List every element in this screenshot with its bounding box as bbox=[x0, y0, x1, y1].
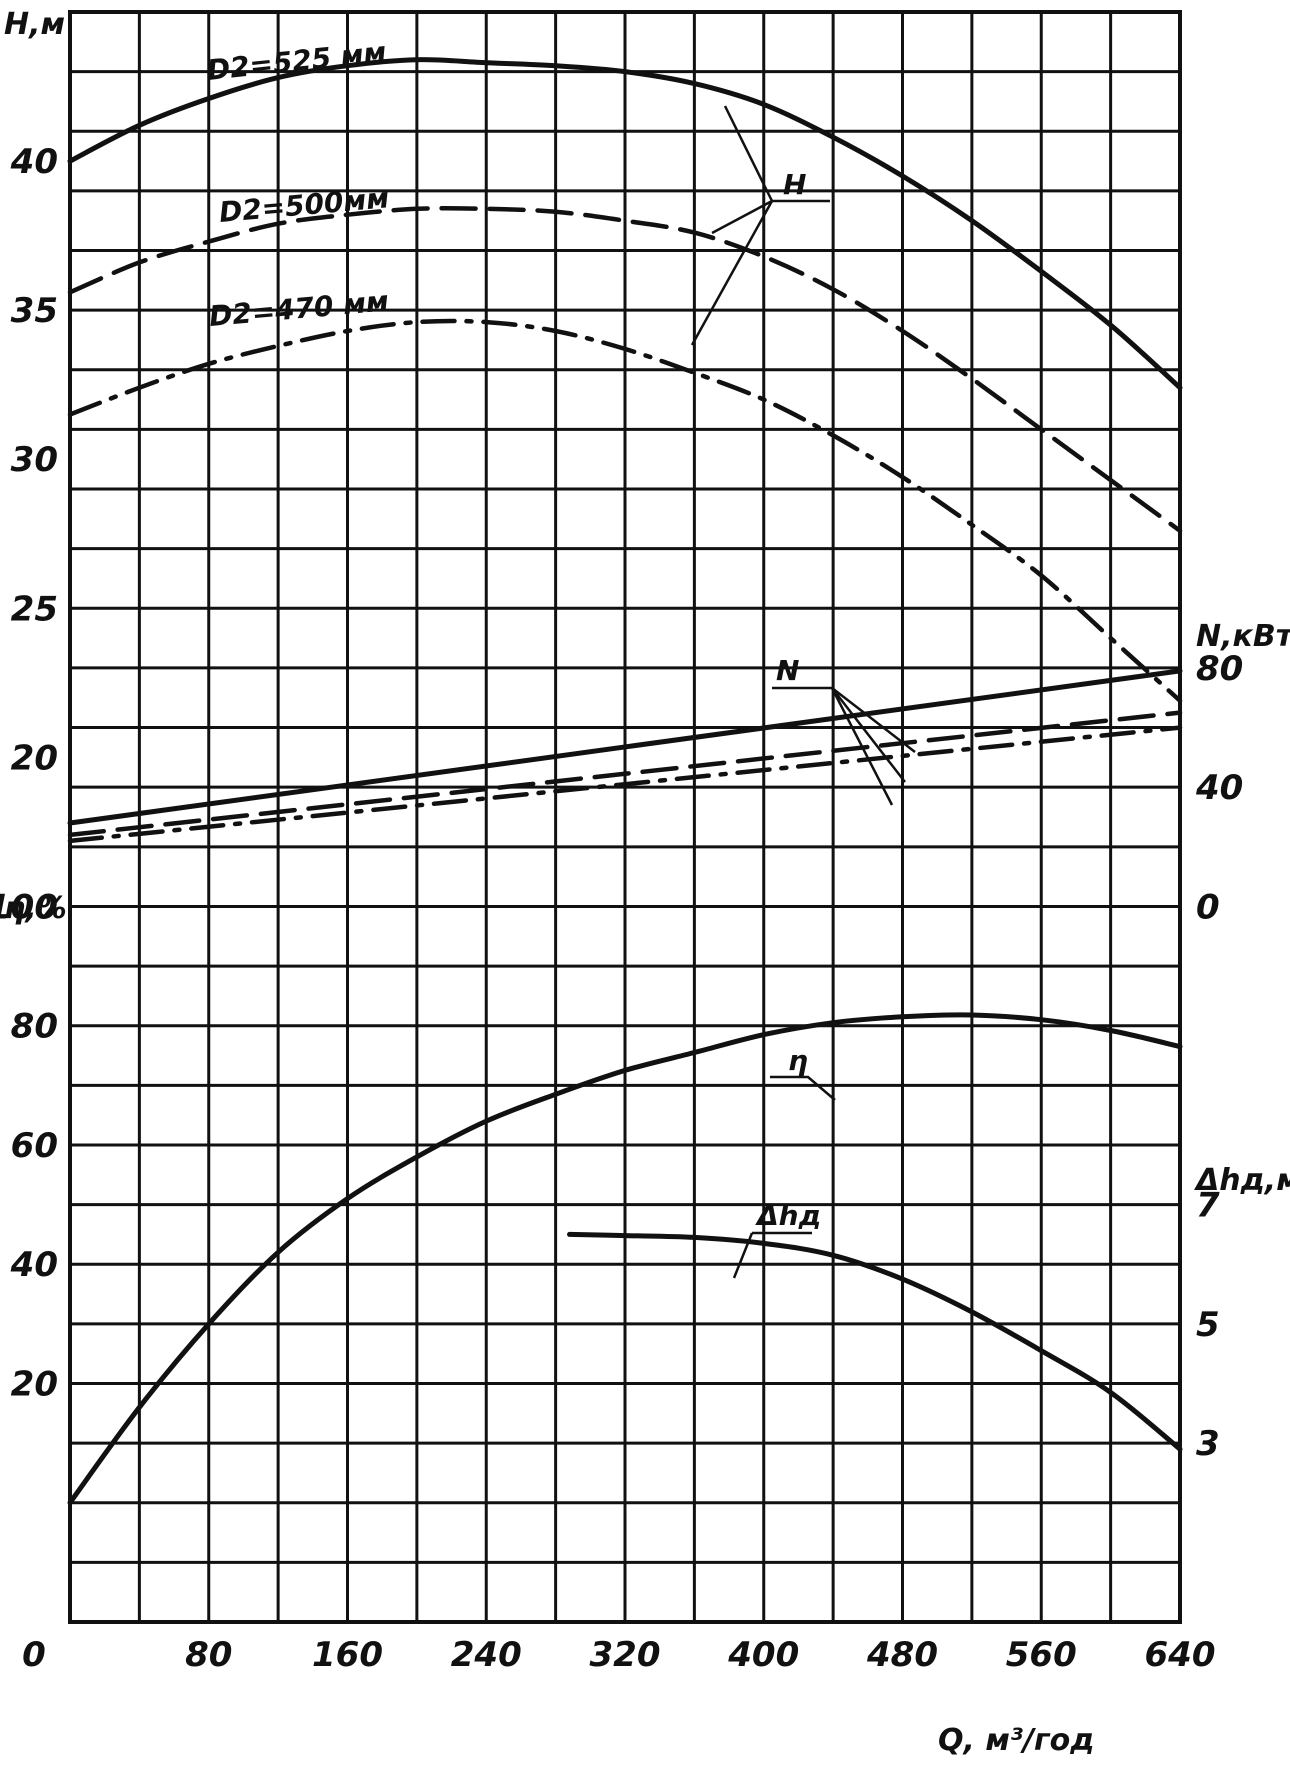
series-0-line bbox=[67, 57, 1183, 391]
x-tick-label: 320 bbox=[590, 1635, 661, 1675]
y-tick-label: 40 bbox=[10, 1245, 58, 1285]
y-tick-label: 20 bbox=[11, 1364, 58, 1404]
callout-leaders bbox=[690, 105, 916, 1279]
axis-titles: H,м η,% N,кВт Δhд,м Q, м³/год bbox=[4, 7, 1290, 1758]
y-tick-label: 60 bbox=[11, 1126, 58, 1166]
callout-leader bbox=[770, 1075, 836, 1101]
y2-tick-label: 0 bbox=[1196, 887, 1220, 927]
eta-axis-title: η,% bbox=[4, 891, 67, 926]
label-n-group: N bbox=[776, 654, 799, 687]
callout-leader bbox=[772, 686, 916, 806]
label-eta: η bbox=[788, 1044, 808, 1077]
label-h-525: D2=525 мм bbox=[205, 35, 388, 87]
label-dh: Δhд bbox=[755, 1199, 821, 1232]
series-5-line bbox=[67, 725, 1183, 844]
series-4-line bbox=[67, 710, 1183, 838]
grid bbox=[70, 12, 1180, 1622]
series-3-line bbox=[67, 668, 1183, 826]
plot-border bbox=[68, 10, 1182, 1624]
x-tick-label: 480 bbox=[866, 1635, 938, 1675]
y-tick-label: 40 bbox=[10, 142, 58, 182]
y-tick-label: 35 bbox=[11, 291, 58, 331]
y-tick-label: 100 bbox=[0, 887, 58, 927]
label-h-470: D2=470 мм bbox=[208, 284, 390, 333]
series-6-line bbox=[67, 1012, 1183, 1506]
tick-labels: 0 80 160 240 320 400 480 560 6402025303540204060… bbox=[0, 142, 1243, 1675]
dh-axis-title: Δhд,м bbox=[1194, 1163, 1290, 1198]
label-h-group: H bbox=[783, 168, 806, 201]
y2-tick-label: 7 bbox=[1196, 1186, 1220, 1226]
callout-leader bbox=[690, 105, 830, 346]
x-tick-label: 80 bbox=[185, 1635, 232, 1675]
curves bbox=[67, 57, 1183, 1506]
series-2-line bbox=[67, 318, 1183, 703]
y2-tick-label: 3 bbox=[1196, 1424, 1220, 1464]
y-tick-label: 80 bbox=[11, 1007, 58, 1047]
n-axis-title: N,кВт bbox=[1196, 619, 1290, 654]
h-axis-title: H,м bbox=[4, 7, 65, 42]
y2-tick-label: 80 bbox=[1196, 649, 1243, 689]
series-1-line bbox=[67, 205, 1183, 534]
x-tick-label: 400 bbox=[727, 1635, 799, 1675]
y-tick-label: 20 bbox=[11, 738, 58, 778]
series-7-line bbox=[567, 1231, 1183, 1452]
x-tick-label: 560 bbox=[1006, 1635, 1077, 1675]
y2-tick-label: 5 bbox=[1196, 1305, 1220, 1345]
y-tick-label: 25 bbox=[11, 589, 58, 629]
x-tick-label: 0 bbox=[22, 1635, 46, 1675]
callout-leader bbox=[732, 1231, 812, 1279]
x-tick-label: 640 bbox=[1145, 1635, 1216, 1675]
y2-tick-label: 40 bbox=[1195, 768, 1243, 808]
x-tick-label: 240 bbox=[451, 1635, 522, 1675]
plot-frame bbox=[68, 10, 1182, 1624]
y-tick-label: 30 bbox=[11, 440, 58, 480]
q-axis-title: Q, м³/год bbox=[938, 1723, 1094, 1758]
x-tick-label: 160 bbox=[312, 1635, 383, 1675]
curve-labels: D2=525 мм D2=500мм D2=470 мм H N η Δhд bbox=[205, 35, 821, 1232]
